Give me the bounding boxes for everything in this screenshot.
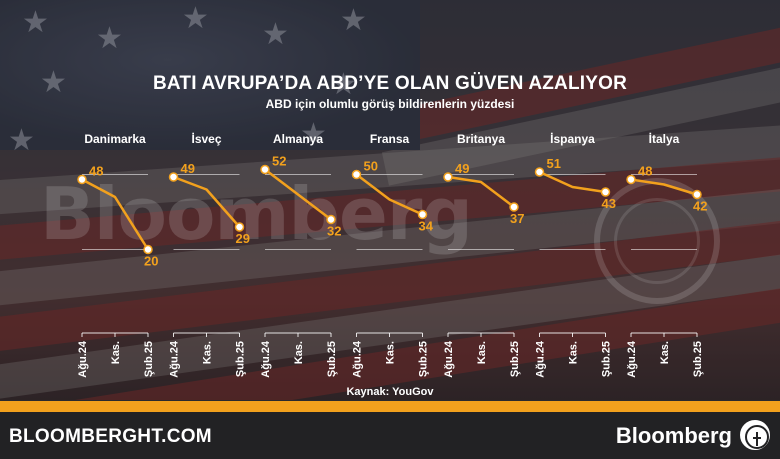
x-tick-label: Ağu.24 [260,340,272,378]
small-multiples-chart: Danimarka Ağu.24 Kas. Şub.25 48 20 İsveç Ağu.24… [77,131,707,378]
panel-6: İspanya Ağu.24 Kas. Şub.25 51 43 [535,131,616,378]
x-tick-label: Ağu.24 [443,340,455,378]
panel-title: İspanya [550,131,595,146]
data-point [326,214,336,225]
chart-title: BATI AVRUPA’DA ABD’YE OLAN GÜVEN AZALIYO… [152,73,628,94]
data-label: 32 [327,224,341,239]
x-tick-label: Şub.25 [418,341,430,377]
data-point [168,172,179,182]
data-point [692,189,702,200]
accent-bar [0,401,780,412]
panel-title: İtalya [649,131,680,146]
data-label: 50 [364,159,378,174]
data-label: 29 [236,231,250,246]
x-tick-label: Ağu.24 [77,340,89,378]
data-label: 51 [547,156,561,171]
site-link[interactable]: BLOOMBERGHT.COM [9,426,212,447]
brand-logo: Bloomberg [615,423,732,448]
panel-5: Britanya Ağu.24 Kas. Şub.25 49 37 [443,132,524,378]
data-point [600,187,611,197]
data-point [351,169,362,180]
series-line [81,178,150,251]
data-label: 34 [419,219,434,234]
chart-subtitle: ABD için olumlu görüş bildirenlerin yüzd… [265,97,515,111]
data-point [509,202,519,212]
panel-1: Danimarka Ağu.24 Kas. Şub.25 48 20 [77,132,158,378]
data-label: 43 [602,196,616,211]
x-tick-label: Şub.25 [509,341,521,377]
series-line [538,170,606,194]
panel-2: İsveç Ağu.24 Kas. Şub.25 49 29 [169,131,250,378]
x-tick-label: Şub.25 [143,341,155,377]
data-label: 48 [89,164,103,179]
data-point [443,172,453,182]
data-label: 52 [272,154,286,169]
x-tick-label: Ağu.24 [626,340,638,378]
x-tick-label: Kas. [202,341,214,364]
x-tick-label: Şub.25 [326,341,338,377]
panel-title: İsveç [191,131,221,146]
series-line [173,175,241,228]
x-tick-label: Ağu.24 [169,340,181,378]
bloomberg-seal-icon [740,420,770,450]
series-line [264,168,332,221]
x-tick-label: Şub.25 [692,341,704,377]
x-tick-label: Şub.25 [601,341,613,377]
data-label: 48 [638,164,652,179]
panel-3: Almanya Ağu.24 Kas. Şub.25 52 32 [260,132,341,378]
series-line [630,178,698,196]
data-label: 20 [144,254,158,269]
data-point [260,164,270,175]
series-line [447,175,515,208]
bloomberg-watermark: Bloomberg [40,172,473,256]
x-tick-label: Kas. [293,341,305,364]
data-label: 49 [455,161,469,176]
data-point [234,222,245,232]
x-tick-label: Şub.25 [235,341,247,377]
panel-4: Fransa Ağu.24 Kas. Şub.25 50 34 [352,132,434,378]
panel-7: İtalya Ağu.24 Kas. Şub.25 48 42 [626,131,707,378]
data-label: 37 [510,211,524,226]
x-tick-label: Ağu.24 [352,340,364,378]
x-tick-label: Kas. [385,341,397,364]
data-label: 49 [181,161,195,176]
data-label: 42 [693,199,707,214]
series-line [355,173,424,216]
source-note: Kaynak: YouGov [346,386,434,398]
data-point [534,167,545,177]
panel-title: Fransa [370,132,410,146]
footer: BLOOMBERGHT.COM Bloomberg [0,412,780,459]
data-point [143,244,153,255]
x-tick-label: Kas. [476,341,488,364]
data-point [626,174,636,185]
data-point [77,174,87,185]
panel-title: Almanya [273,132,323,146]
panel-title: Britanya [457,132,505,146]
seal-watermark-icon [594,178,720,304]
data-point [417,209,428,220]
x-tick-label: Kas. [659,341,671,364]
x-tick-label: Kas. [110,341,122,364]
x-tick-label: Ağu.24 [535,340,547,378]
panel-title: Danimarka [84,132,146,146]
x-tick-label: Kas. [568,341,580,364]
